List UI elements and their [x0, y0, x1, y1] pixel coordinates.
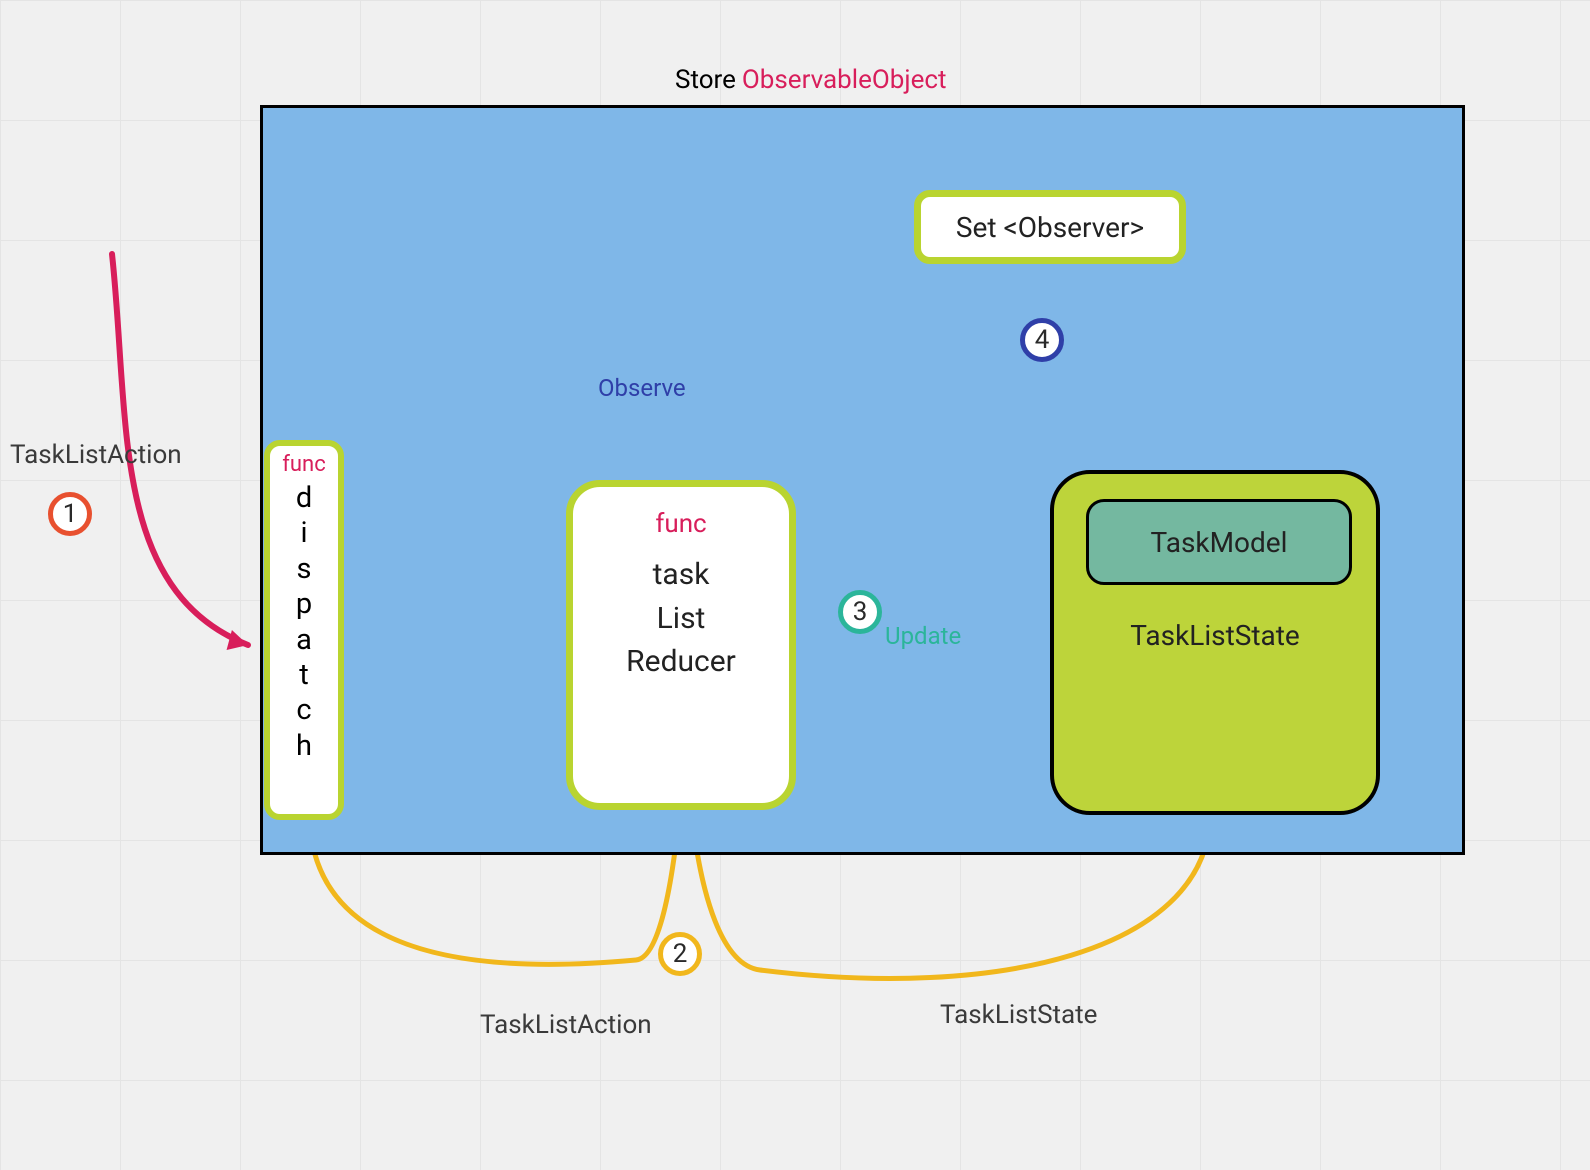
label-update: Update [885, 622, 961, 650]
taskmodel-node: TaskModel [1086, 499, 1352, 585]
store-title: Store ObservableObject [675, 65, 946, 95]
observer-node: Set <Observer> [914, 190, 1186, 264]
state-label: TaskListState [1054, 619, 1376, 652]
label-tasklistaction-left: TaskListAction [10, 440, 182, 470]
step-badge-1: 1 [48, 492, 92, 536]
label-observe: Observe [598, 374, 686, 402]
label-tasklistaction-bottom: TaskListAction [480, 1010, 652, 1040]
dispatch-keyword: func [270, 452, 338, 477]
step-badge-3: 3 [838, 590, 882, 634]
state-node: TaskModel TaskListState [1050, 470, 1380, 815]
taskmodel-label: TaskModel [1151, 526, 1288, 559]
dispatch-label: dispatch [270, 477, 338, 772]
reducer-keyword: func [573, 509, 789, 539]
observer-label: Set <Observer> [956, 211, 1144, 244]
store-title-prefix: Store [675, 65, 736, 95]
reducer-node: func taskListReducer [566, 480, 796, 810]
step-badge-2: 2 [658, 932, 702, 976]
label-taskliststate-bottom: TaskListState [940, 1000, 1097, 1030]
diagram-canvas: Store ObservableObject func dispatch fun… [0, 0, 1590, 1170]
dispatch-node: func dispatch [264, 440, 344, 820]
step-badge-4: 4 [1020, 318, 1064, 362]
reducer-label: taskListReducer [573, 553, 789, 684]
store-title-suffix: ObservableObject [742, 65, 947, 95]
